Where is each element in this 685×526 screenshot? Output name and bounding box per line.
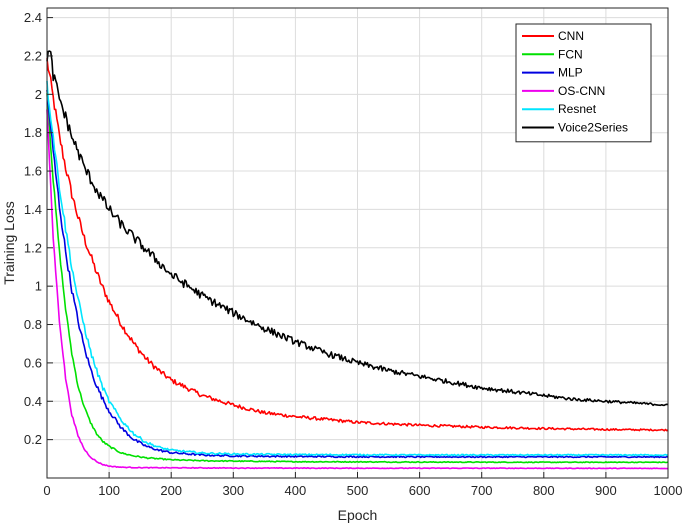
legend-label-cnn: CNN — [558, 29, 584, 43]
x-tick-label: 400 — [285, 483, 307, 498]
legend-label-fcn: FCN — [558, 47, 583, 61]
series-line-mlp — [46, 89, 669, 459]
x-axis-title: Epoch — [338, 507, 378, 523]
legend-label-os-cnn: OS-CNN — [558, 84, 605, 98]
y-tick-label: 2.4 — [24, 10, 42, 25]
x-tick-label: 300 — [222, 483, 244, 498]
y-tick-label: 1.2 — [24, 240, 42, 255]
x-tick-label: 200 — [160, 483, 182, 498]
y-axis-title: Training Loss — [1, 201, 17, 285]
legend: CNN FCN MLP OS-CNN Resnet Voice2Series — [515, 23, 652, 143]
x-tick-label: 600 — [409, 483, 431, 498]
y-tick-label: 0.8 — [24, 317, 42, 332]
x-tick-label: 800 — [533, 483, 555, 498]
y-tick-label: 0.4 — [24, 394, 42, 409]
x-tick-label: 0 — [43, 483, 50, 498]
y-tick-label: 0.2 — [24, 432, 42, 447]
y-tick-label: 2 — [35, 87, 42, 102]
x-tick-label: 900 — [595, 483, 617, 498]
series-line-resnet — [46, 80, 669, 457]
series-line-fcn — [46, 93, 669, 464]
y-tick-label: 2.2 — [24, 48, 42, 63]
x-tick-label: 1000 — [654, 483, 683, 498]
legend-label-resnet: Resnet — [558, 102, 597, 116]
y-tick-label: 1 — [35, 279, 42, 294]
legend-label-mlp: MLP — [558, 66, 583, 80]
x-tick-label: 100 — [98, 483, 120, 498]
y-tick-label: 1.6 — [24, 164, 42, 179]
y-tick-label: 1.8 — [24, 125, 42, 140]
y-tick-label: 1.4 — [24, 202, 42, 217]
axis-ticks: 0 100 200 300 400 500 600 700 800 900 1000 0.2 0.4 0.… — [24, 10, 683, 498]
legend-box — [515, 23, 652, 143]
x-tick-label: 700 — [471, 483, 493, 498]
x-tick-label: 500 — [347, 483, 369, 498]
series-line-cnn — [46, 57, 669, 432]
series-lines — [46, 50, 669, 470]
series-line-os-cnn — [46, 109, 669, 470]
y-tick-label: 0.6 — [24, 355, 42, 370]
legend-label-voice2series: Voice2Series — [558, 121, 628, 135]
series-line-voice2series — [46, 50, 669, 407]
